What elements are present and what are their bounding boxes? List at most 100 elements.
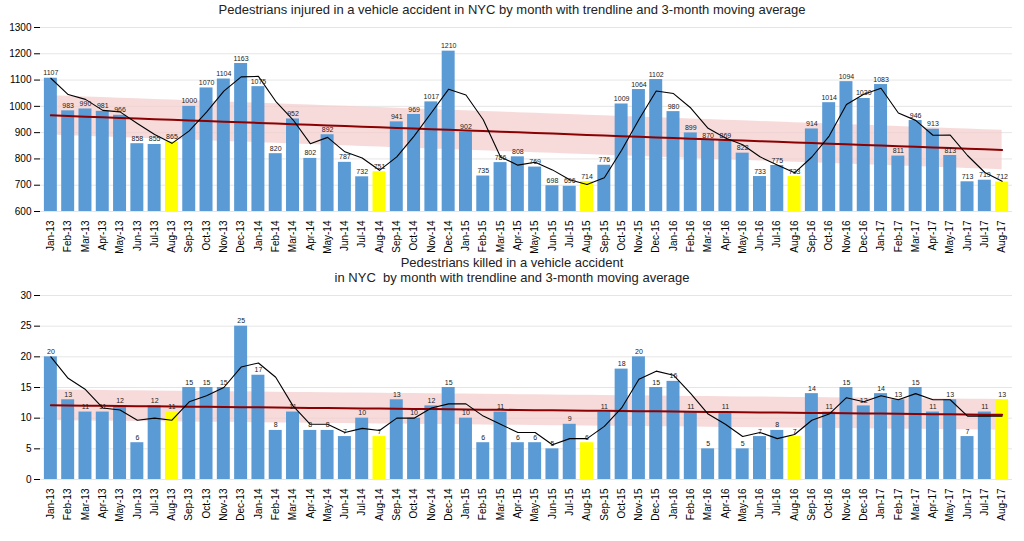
- svg-text:15: 15: [220, 379, 228, 386]
- svg-text:13: 13: [64, 391, 72, 398]
- svg-text:802: 802: [304, 149, 316, 156]
- svg-text:Apr-14: Apr-14: [305, 220, 316, 250]
- svg-text:May-17: May-17: [944, 220, 955, 253]
- svg-text:713: 713: [962, 173, 974, 180]
- svg-text:Jan-14: Jan-14: [253, 488, 264, 519]
- svg-text:Jul-17: Jul-17: [979, 220, 990, 248]
- svg-text:5: 5: [741, 440, 745, 447]
- svg-text:698: 698: [547, 177, 559, 184]
- svg-text:1300: 1300: [9, 22, 32, 33]
- svg-text:11: 11: [82, 403, 89, 410]
- svg-text:733: 733: [754, 168, 766, 175]
- svg-text:Oct-14: Oct-14: [408, 488, 419, 518]
- svg-text:Jan-13: Jan-13: [45, 488, 56, 519]
- svg-text:15: 15: [203, 379, 211, 386]
- svg-text:Oct-15: Oct-15: [616, 488, 627, 518]
- svg-text:12: 12: [151, 397, 159, 404]
- svg-text:20: 20: [47, 348, 55, 355]
- svg-text:Jun-17: Jun-17: [962, 220, 973, 251]
- svg-text:Jun-13: Jun-13: [132, 220, 143, 251]
- svg-text:855: 855: [149, 135, 161, 142]
- svg-text:858: 858: [132, 135, 144, 142]
- svg-text:899: 899: [685, 124, 697, 131]
- svg-text:May-13: May-13: [114, 488, 125, 521]
- svg-text:May-14: May-14: [322, 220, 333, 253]
- svg-text:Sep-15: Sep-15: [599, 220, 610, 253]
- svg-text:Jun-14: Jun-14: [339, 488, 350, 519]
- svg-text:15: 15: [185, 379, 193, 386]
- svg-text:Aug-17: Aug-17: [996, 220, 1007, 253]
- svg-text:10: 10: [462, 409, 470, 416]
- svg-text:Sep-16: Sep-16: [806, 220, 817, 253]
- svg-text:820: 820: [270, 145, 282, 152]
- svg-text:Aug-14: Aug-14: [374, 488, 385, 521]
- svg-text:11: 11: [289, 403, 296, 410]
- svg-text:900: 900: [15, 127, 32, 138]
- svg-text:Aug-15: Aug-15: [581, 488, 592, 521]
- svg-text:Sep-13: Sep-13: [183, 488, 194, 521]
- svg-text:Jan-15: Jan-15: [460, 488, 471, 519]
- svg-text:Aug-13: Aug-13: [166, 488, 177, 521]
- svg-text:Jul-16: Jul-16: [771, 488, 782, 516]
- svg-text:11: 11: [981, 403, 988, 410]
- svg-text:1100: 1100: [10, 74, 32, 85]
- svg-text:25: 25: [237, 317, 245, 324]
- svg-text:1030: 1030: [856, 89, 872, 96]
- svg-text:May-16: May-16: [737, 488, 748, 521]
- svg-text:Sep-14: Sep-14: [391, 220, 402, 253]
- svg-text:1094: 1094: [839, 73, 855, 80]
- svg-text:Dec-13: Dec-13: [235, 488, 246, 521]
- svg-text:Jul-17: Jul-17: [979, 488, 990, 516]
- svg-text:7: 7: [793, 428, 797, 435]
- svg-text:5: 5: [550, 440, 554, 447]
- svg-text:Sep-15: Sep-15: [599, 488, 610, 521]
- svg-text:15: 15: [445, 379, 453, 386]
- svg-text:1000: 1000: [9, 101, 32, 112]
- svg-text:735: 735: [477, 167, 489, 174]
- svg-text:775: 775: [771, 157, 783, 164]
- svg-text:Mar-13: Mar-13: [80, 220, 91, 252]
- svg-text:980: 980: [668, 103, 680, 110]
- svg-text:6: 6: [481, 434, 485, 441]
- svg-text:Mar-17: Mar-17: [910, 220, 921, 252]
- svg-text:Mar-15: Mar-15: [495, 488, 506, 520]
- svg-text:Aug-13: Aug-13: [166, 220, 177, 253]
- svg-text:Aug-14: Aug-14: [374, 220, 385, 253]
- svg-text:1000: 1000: [181, 97, 197, 104]
- svg-text:Jun-15: Jun-15: [547, 488, 558, 519]
- svg-text:11: 11: [722, 403, 729, 410]
- svg-text:Apr-13: Apr-13: [97, 220, 108, 250]
- svg-text:Aug-17: Aug-17: [996, 488, 1007, 521]
- svg-text:808: 808: [512, 148, 524, 155]
- svg-text:Jun-15: Jun-15: [547, 220, 558, 251]
- svg-text:6: 6: [135, 434, 139, 441]
- svg-text:913: 913: [927, 120, 939, 127]
- svg-text:8: 8: [775, 421, 779, 428]
- svg-text:5: 5: [26, 443, 32, 454]
- svg-text:990: 990: [80, 100, 92, 107]
- svg-text:25: 25: [20, 320, 32, 331]
- svg-text:1014: 1014: [821, 94, 837, 101]
- svg-text:14: 14: [877, 385, 885, 392]
- svg-text:Feb-15: Feb-15: [477, 488, 488, 520]
- svg-text:1083: 1083: [873, 76, 889, 83]
- svg-text:Jul-16: Jul-16: [771, 220, 782, 248]
- svg-text:6: 6: [533, 434, 537, 441]
- svg-text:811: 811: [893, 147, 904, 154]
- svg-text:Jul-15: Jul-15: [564, 488, 575, 516]
- svg-text:813: 813: [944, 147, 956, 154]
- svg-text:Feb-13: Feb-13: [62, 220, 73, 252]
- svg-text:Feb-17: Feb-17: [893, 488, 904, 520]
- svg-text:Apr-16: Apr-16: [720, 220, 731, 250]
- svg-text:714: 714: [581, 173, 593, 180]
- svg-text:May-17: May-17: [944, 488, 955, 521]
- svg-text:May-13: May-13: [114, 220, 125, 253]
- svg-text:Mar-16: Mar-16: [702, 488, 713, 520]
- svg-text:10: 10: [358, 409, 366, 416]
- svg-text:Sep-13: Sep-13: [183, 220, 194, 253]
- svg-text:17: 17: [255, 366, 263, 373]
- svg-text:Aug-16: Aug-16: [789, 488, 800, 521]
- svg-text:1017: 1017: [424, 93, 440, 100]
- svg-text:Jan-15: Jan-15: [460, 220, 471, 251]
- svg-text:946: 946: [910, 112, 922, 119]
